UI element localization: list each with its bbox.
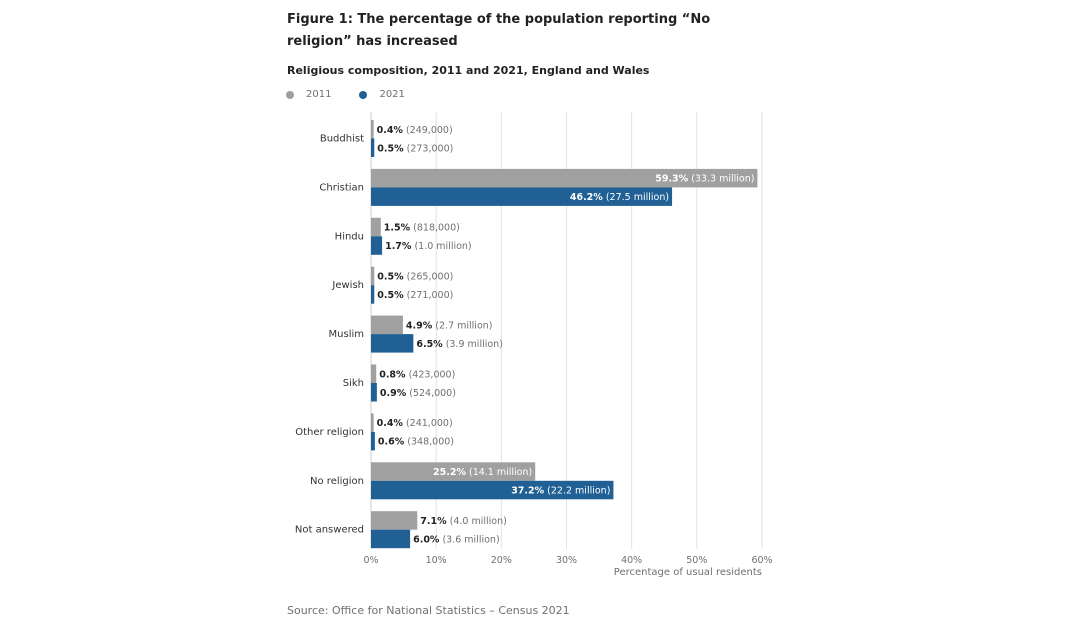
data-label: 1.7% (1.0 million) <box>385 241 472 252</box>
bar-2011-jewish <box>371 266 375 286</box>
bar-2021-not-answered <box>371 529 411 549</box>
bar-2021-muslim <box>371 334 414 353</box>
bar-2021-hindu <box>371 236 383 255</box>
x-tick-label: 40% <box>621 555 642 566</box>
bar-2011-hindu <box>371 217 381 237</box>
data-label: 1.5% (818,000) <box>384 223 460 234</box>
data-label: 0.5% (273,000) <box>377 143 453 154</box>
bar-2021-christian <box>371 187 673 206</box>
bar-2011-not-answered <box>371 511 418 530</box>
bar-2021-other-religion <box>371 431 375 451</box>
category-label: Muslim <box>329 329 364 340</box>
category-label: Not answered <box>295 525 364 536</box>
data-label: 59.3% (33.3 million) <box>655 174 754 185</box>
legend-item-2021: 2021 <box>359 89 405 100</box>
legend-label-2011: 2011 <box>306 89 332 100</box>
data-label: 7.1% (4.0 million) <box>420 516 507 527</box>
data-label: 0.4% (249,000) <box>377 125 453 136</box>
chart-legend: 2011 2021 <box>286 89 405 100</box>
bar-chart: 0% 10% 20% 30% 40% 50% 60%Percentage of usual … <box>295 112 773 578</box>
legend-swatch-2011 <box>286 90 294 99</box>
x-axis-title: Percentage of usual residents <box>614 567 762 578</box>
bar-2011-no-religion <box>371 462 536 481</box>
bar-2021-jewish <box>371 285 375 304</box>
x-tick-label: 50% <box>686 555 707 566</box>
bar-2011-other-religion <box>371 413 374 432</box>
chart-subtitle: Religious composition, 2011 and 2021, En… <box>287 64 650 77</box>
category-label: No religion <box>310 476 364 487</box>
category-label: Hindu <box>335 231 364 242</box>
chart-title: Figure 1: The percentage of the populati… <box>287 12 711 49</box>
legend-label-2021: 2021 <box>379 89 405 100</box>
bar-2011-christian <box>371 168 758 188</box>
category-label: Christian <box>319 182 364 193</box>
data-label: 37.2% (22.2 million) <box>511 486 610 497</box>
source-note: Source: Office for National Statistics –… <box>287 604 570 617</box>
data-label: 25.2% (14.1 million) <box>433 467 532 478</box>
data-label: 0.5% (265,000) <box>377 271 453 282</box>
data-label: 4.9% (2.7 million) <box>406 320 493 331</box>
x-tick-label: 20% <box>491 555 512 566</box>
x-tick-label: 10% <box>426 555 447 566</box>
data-label: 0.8% (423,000) <box>379 369 455 380</box>
data-label: 0.6% (348,000) <box>378 437 454 448</box>
data-label: 0.4% (241,000) <box>377 418 453 429</box>
legend-item-2011: 2011 <box>286 89 331 100</box>
bar-2021-buddhist <box>371 138 375 157</box>
bar-2011-muslim <box>371 315 403 335</box>
bar-2011-buddhist <box>371 120 374 139</box>
data-label: 46.2% (27.5 million) <box>570 192 669 203</box>
data-label: 6.0% (3.6 million) <box>413 534 500 545</box>
data-label: 0.9% (524,000) <box>380 388 456 399</box>
x-tick-label: 30% <box>556 555 577 566</box>
bar-2011-sikh <box>371 364 377 383</box>
x-tick-label: 60% <box>751 555 772 566</box>
category-label: Buddhist <box>320 134 364 145</box>
bar-2021-no-religion <box>371 480 614 500</box>
bar-2021-sikh <box>371 383 377 402</box>
legend-swatch-2021 <box>359 90 368 99</box>
data-label: 0.5% (271,000) <box>377 290 453 301</box>
category-label: Other religion <box>295 427 364 438</box>
category-label: Sikh <box>343 378 364 389</box>
x-tick-label: 0% <box>363 555 378 566</box>
category-label: Jewish <box>331 280 364 291</box>
data-label: 6.5% (3.9 million) <box>416 339 503 350</box>
